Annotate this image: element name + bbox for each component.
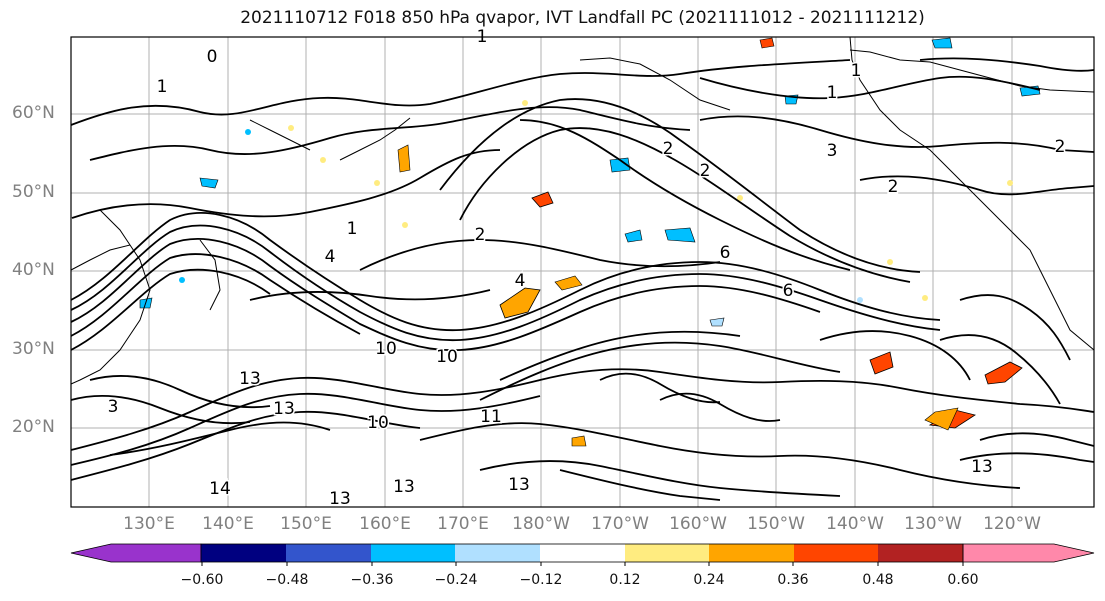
contour-label: 14 — [209, 479, 231, 499]
contour-label: 1 — [347, 219, 358, 239]
contour-label: 3 — [827, 141, 838, 161]
colorbar-bin — [286, 544, 371, 562]
lon-label: 130°E — [123, 514, 175, 534]
colorbar-bin — [962, 543, 1095, 563]
map-frame — [70, 36, 1095, 508]
colorbar-bin — [709, 544, 794, 562]
map-title: 2021110712 F018 850 hPa qvapor, IVT Land… — [240, 8, 925, 28]
contour-label: 1 — [827, 83, 838, 103]
contour-label: 4 — [515, 271, 526, 291]
lon-label: 170°W — [591, 514, 649, 534]
lon-label: 140°W — [826, 514, 884, 534]
lat-label: 30°N — [12, 339, 55, 359]
coastlines — [70, 36, 1095, 385]
colorbar-frame — [200, 543, 964, 563]
lat-label: 40°N — [12, 260, 55, 280]
contour-label: 2 — [475, 225, 486, 245]
colorbar-bin — [794, 544, 878, 562]
lon-label: 120°W — [983, 514, 1041, 534]
lon-label: 150°W — [747, 514, 805, 534]
colorbar-bin — [371, 544, 455, 562]
contour-label: 4 — [325, 247, 336, 267]
lon-label: 160°W — [669, 514, 727, 534]
contour-label: 6 — [783, 281, 794, 301]
lat-label: 60°N — [12, 103, 55, 123]
contour-label: 13 — [971, 457, 993, 477]
qvapor-shading — [139, 37, 1041, 447]
colorbar-bin — [878, 544, 963, 562]
contour-label: 1 — [851, 61, 862, 81]
colorbar-tick-label: −0.60 — [180, 572, 224, 588]
contour-label: 10 — [436, 347, 458, 367]
graticule — [71, 37, 1094, 507]
map-background — [71, 37, 1094, 507]
colorbar-tick-label: 0.48 — [862, 572, 894, 588]
contour-label: 2 — [700, 161, 711, 181]
contour-label: 1 — [157, 77, 168, 97]
contour-label: 11 — [480, 407, 502, 427]
colorbar-tick-label: −0.12 — [519, 572, 563, 588]
colorbar-bin — [540, 544, 625, 562]
contour-label: 13 — [508, 475, 530, 495]
colorbar-tick-label: 0.12 — [609, 572, 641, 588]
contour-label: 2 — [888, 177, 899, 197]
contour-label: 0 — [207, 47, 218, 67]
colorbar-bin — [625, 544, 709, 562]
lon-label: 160°E — [359, 514, 411, 534]
contour-label: 10 — [367, 413, 389, 433]
colorbar-tick-label: 0.60 — [947, 572, 979, 588]
lon-label: 130°W — [904, 514, 962, 534]
contour-label: 13 — [393, 477, 415, 497]
lon-label: 150°E — [280, 514, 332, 534]
contour-label: 13 — [239, 369, 261, 389]
colorbar — [70, 543, 1095, 566]
lon-label: 170°E — [437, 514, 489, 534]
contour-label: 10 — [375, 339, 397, 359]
lat-label: 50°N — [12, 182, 55, 202]
colorbar-bin — [70, 543, 202, 563]
colorbar-tick-label: 0.24 — [693, 572, 725, 588]
contour-label: 6 — [720, 243, 731, 263]
lat-label: 20°N — [12, 417, 55, 437]
lon-label: 180°W — [512, 514, 570, 534]
contour-label: 13 — [329, 489, 351, 509]
contour-label: 3 — [108, 397, 119, 417]
colorbar-tick-label: −0.36 — [350, 572, 394, 588]
colorbar-tick-label: −0.24 — [434, 572, 478, 588]
contour-label: 13 — [273, 399, 295, 419]
contour-label: 2 — [1055, 137, 1066, 157]
contour-label: 2 — [663, 139, 674, 159]
ivt-contours — [70, 57, 1095, 501]
colorbar-bin — [455, 544, 540, 562]
colorbar-bin — [201, 544, 286, 562]
lon-label: 140°E — [202, 514, 254, 534]
colorbar-tick-label: −0.48 — [265, 572, 309, 588]
colorbar-tick-label: 0.36 — [777, 572, 809, 588]
